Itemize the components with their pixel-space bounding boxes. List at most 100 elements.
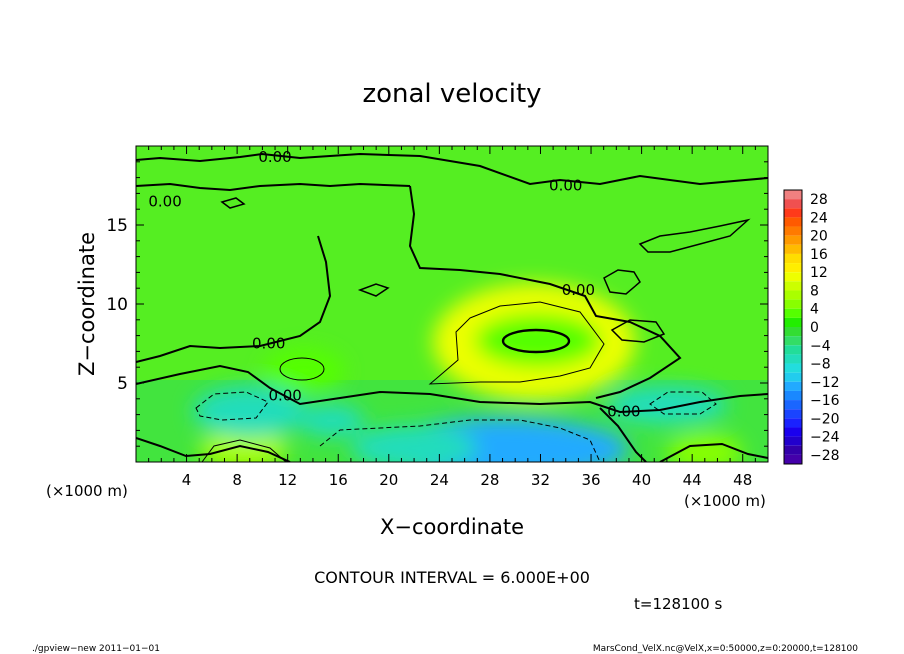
colorbar-swatch [784,253,802,264]
field-min-6 [606,386,728,425]
colorbar-swatch [784,400,802,410]
contour-label: 0.00 [268,387,301,405]
colorbar-label: −12 [810,375,840,391]
colorbar-label: 4 [810,302,819,318]
colorbar-swatch [784,409,802,419]
x-unit-left: (×1000 m) [46,482,128,500]
colorbar-swatch [784,390,802,401]
colorbar-swatch [784,290,802,300]
colorbar-swatch [784,427,802,437]
colorbar-swatch [784,336,802,346]
colorbar-swatch [784,418,802,428]
colorbar-swatch [784,281,802,291]
x-tick-label: 28 [480,471,499,489]
contour-island-3 [610,319,666,343]
time-label: t=128100 s [634,595,722,613]
colorbar-swatch [784,317,802,327]
contour-island-4 [357,283,390,297]
y-tick-label: 10 [106,295,128,315]
contour-zero-bottom-far-right [659,442,768,462]
contour-neg-six-right [649,391,717,415]
colorbar: 28 24 20 16 12 8 4 0 −4 −8 −12 −16 −20 −24 −28 [783,189,840,465]
colorbar-swatch [784,354,802,364]
contour-zero-west [136,235,332,363]
colorbar-swatch [784,263,802,273]
colorbar-label: −16 [810,393,840,409]
colorbar-swatch [784,226,802,236]
colorbar-label: −8 [810,357,831,373]
colorbar-swatch [784,308,802,318]
colorbar-label: 12 [810,265,828,281]
colorbar-label: −28 [810,448,840,464]
x-tick-label: 32 [531,471,550,489]
contour-label: 0.00 [549,177,582,195]
velocity-field [136,146,768,462]
x-axis-ticks: 4 8 12 16 20 24 28 32 36 40 44 48 [148,146,756,489]
field-min-5 [192,386,307,437]
field-max-2 [263,348,345,393]
colorbar-label: −20 [810,411,840,427]
colorbar-swatch [784,381,802,391]
footer-right: MarsCond_VelX.nc@VelX,x=0:50000,z=0:2000… [593,644,858,654]
contour-label: 0.00 [562,281,595,299]
x-tick-label: 40 [632,471,651,489]
contour-island-2 [603,269,641,295]
x-tick-label: 24 [430,471,449,489]
contour-label: 0.00 [258,148,291,166]
contour-label-layer: 0.00 0.00 0.00 0.00 0.00 0.00 0.00 [148,148,640,420]
contour-label: 0.00 [148,192,181,210]
y-axis-ticks: 5 10 15 [106,161,768,447]
colorbar-swatch [784,217,802,227]
colorbar-label: 0 [810,320,819,336]
contour-neg-six-bottom [319,419,601,462]
x-tick-label: 44 [683,471,702,489]
footer-left: ./gpview−new 2011−01−01 [32,644,160,654]
colorbar-swatch [784,208,802,218]
y-axis-label: Z−coordinate [75,232,99,376]
x-unit-right: (×1000 m) [684,492,766,510]
colorbar-label: 28 [810,192,828,208]
field-min-7 [299,405,365,437]
contour-label: 0.00 [252,335,285,353]
colorbar-swatch [784,372,802,382]
contour-zero-middle [408,185,682,399]
colorbar-swatch [784,345,802,355]
colorbar-label: 16 [810,247,828,263]
colorbar-swatch [784,454,802,464]
colorbar-label: −24 [810,430,840,446]
colorbar-label: 20 [810,229,828,245]
contour-zero-left [136,182,411,192]
contour-zero-bottom-right [599,407,647,462]
colorbar-swatch [784,436,802,446]
contour-positive-six [428,301,605,385]
colorbar-label: 24 [810,210,828,226]
x-tick-label: 4 [182,471,192,489]
contour-island-5 [220,197,246,209]
contour-island-1 [638,218,751,253]
y-tick-label: 5 [117,374,128,394]
field-max-4 [666,433,743,462]
contour-interval-text: CONTOUR INTERVAL = 6.000E+00 [314,568,590,587]
x-axis-label: X−coordinate [380,515,524,539]
colorbar-swatch [784,272,802,282]
colorbar-label: 8 [810,283,819,299]
colorbar-swatch [784,363,802,373]
colorbar-swatch [784,299,802,309]
contour-positive-west [279,357,325,381]
x-tick-label: 12 [278,471,297,489]
contour-lines [136,152,768,462]
colorbar-label: −4 [810,338,831,354]
contour-neg-six-left [195,391,269,421]
contour-zero-upper [136,152,768,186]
chart-title: zonal velocity [362,79,541,109]
contour-label: 0.00 [607,402,640,420]
x-tick-label: 8 [232,471,242,489]
colorbar-swatch [784,235,802,245]
y-tick-label: 15 [106,216,128,236]
colorbar-swatch [784,445,802,455]
x-tick-label: 20 [379,471,398,489]
x-tick-label: 16 [329,471,348,489]
colorbar-swatch [784,190,802,200]
field-max-1 [474,313,602,368]
